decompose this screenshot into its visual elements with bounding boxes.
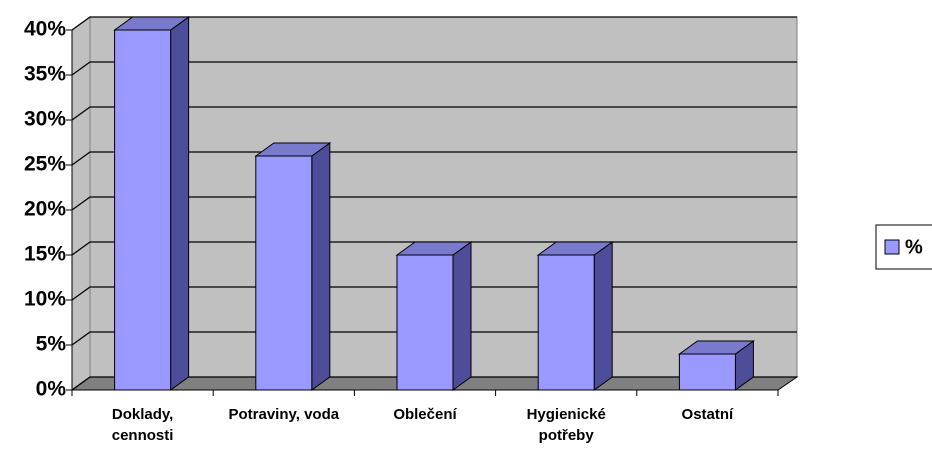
grid-line (71, 151, 797, 166)
x-tick-label: Doklady, cennosti (111, 406, 174, 444)
grid-line (71, 106, 797, 121)
x-tick-label: Hygienické potřeby (526, 406, 606, 444)
x-tick-label: Oblečení (393, 406, 457, 423)
bar-side (452, 241, 472, 391)
bar (537, 254, 595, 391)
grid-line (71, 16, 797, 31)
y-tick-label: 15% (24, 243, 66, 266)
bar (396, 254, 454, 391)
bar (114, 29, 172, 391)
legend-box (875, 224, 932, 270)
x-tick-label: Potraviny, voda (228, 406, 340, 423)
y-tick-label: 35% (24, 63, 66, 86)
y-tick-label: 10% (24, 288, 66, 311)
y-tick-label: 30% (24, 108, 66, 131)
bar-side (311, 142, 331, 391)
y-tick-label: 5% (36, 333, 67, 356)
bar-side (593, 241, 613, 391)
grid-line (71, 61, 797, 76)
legend-swatch (884, 239, 900, 255)
y-tick-label: 40% (24, 18, 66, 41)
y-tick-label: 25% (24, 153, 66, 176)
bar-side (170, 16, 190, 391)
bar (255, 155, 313, 391)
x-tick-label: Ostatní (681, 406, 734, 423)
bar (678, 353, 736, 391)
grid-line (71, 196, 797, 211)
y-tick-label: 20% (24, 198, 66, 221)
y-tick-label: 0% (36, 378, 67, 401)
legend-label: % (905, 236, 923, 258)
